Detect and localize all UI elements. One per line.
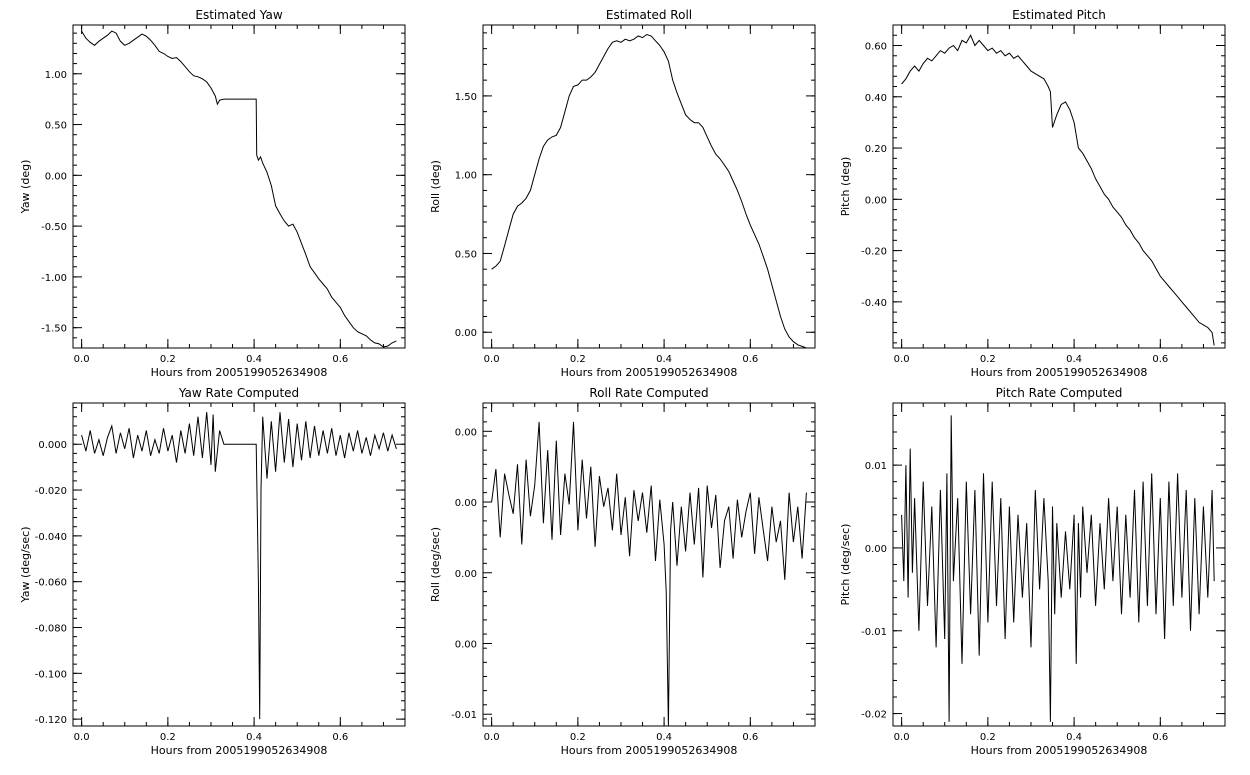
series-line	[491, 421, 807, 727]
chart-panel-5: Roll Rate Computed Hours from 20051990526…	[429, 386, 816, 757]
y-tick-label: 0.00	[455, 427, 477, 438]
y-tick-label: -0.040	[35, 532, 67, 543]
y-tick-label: 0.00	[455, 328, 477, 339]
y-tick-label: 1.00	[455, 171, 477, 182]
y-tick-label: -0.080	[35, 623, 67, 634]
y-axis-label: Pitch (deg/sec)	[839, 524, 852, 606]
y-tick-label: 0.60	[865, 42, 887, 53]
y-axis-label: Pitch (deg)	[839, 157, 852, 217]
y-tick-label: 0.00	[45, 171, 67, 182]
x-tick-label: 0.0	[894, 732, 910, 743]
y-tick-label: -0.01	[451, 710, 477, 721]
chart-title: Estimated Pitch	[1012, 8, 1106, 22]
x-tick-label: 0.2	[160, 732, 176, 743]
x-tick-label: 0.6	[332, 732, 348, 743]
x-axis-label: Hours from 2005199052634908	[561, 744, 738, 757]
x-tick-label: 0.6	[742, 732, 758, 743]
x-tick-label: 0.0	[484, 732, 500, 743]
y-axis-label: Roll (deg/sec)	[429, 527, 442, 602]
chart-title: Estimated Roll	[606, 8, 692, 22]
y-tick-label: -0.120	[35, 715, 67, 726]
plot-frame	[72, 24, 406, 349]
series-line	[81, 30, 397, 348]
x-tick-label: 0.0	[74, 732, 90, 743]
y-tick-label: 0.01	[865, 461, 887, 472]
y-tick-label: -0.50	[41, 222, 67, 233]
x-tick-label: 0.4	[1066, 354, 1082, 365]
x-tick-label: 0.4	[246, 732, 262, 743]
chart-panel-1: Estimated Yaw Hours from 2005199052634908…	[19, 8, 406, 379]
plot-frame	[72, 402, 406, 727]
chart-panel-4: Yaw Rate Computed Hours from 200519905263…	[19, 386, 406, 757]
x-tick-label: 0.2	[160, 354, 176, 365]
x-tick-label: 0.4	[656, 354, 672, 365]
chart-title: Roll Rate Computed	[589, 386, 708, 400]
y-axis-label: Yaw (deg)	[19, 160, 32, 215]
series-line	[491, 33, 807, 349]
chart-panel-3: Estimated Pitch Hours from 20051990526349…	[839, 8, 1226, 379]
y-tick-label: -0.060	[35, 578, 67, 589]
y-tick-label: 0.50	[455, 249, 477, 260]
y-tick-label: 0.50	[45, 121, 67, 132]
chart-panel-6: Pitch Rate Computed Hours from 2005199052…	[839, 386, 1226, 757]
plot-frame	[892, 24, 1226, 349]
y-tick-label: -1.00	[41, 273, 67, 284]
chart-panel-2: Estimated Roll Hours from 200519905263490…	[429, 8, 816, 379]
y-tick-label: -0.01	[861, 627, 887, 638]
y-axis-label: Roll (deg)	[429, 160, 442, 213]
plot-frame	[482, 24, 816, 349]
chart-title: Pitch Rate Computed	[996, 386, 1123, 400]
chart-title: Yaw Rate Computed	[178, 386, 299, 400]
x-tick-label: 0.2	[570, 732, 586, 743]
x-axis-label: Hours from 2005199052634908	[151, 366, 328, 379]
series-line	[901, 415, 1215, 722]
y-tick-label: -1.50	[41, 324, 67, 335]
x-tick-label: 0.6	[1152, 732, 1168, 743]
y-tick-label: 0.00	[865, 544, 887, 555]
y-tick-label: 1.00	[45, 70, 67, 81]
y-tick-label: 0.00	[455, 498, 477, 509]
x-tick-label: 0.2	[980, 354, 996, 365]
x-axis-label: Hours from 2005199052634908	[151, 744, 328, 757]
y-tick-label: -0.020	[35, 486, 67, 497]
y-axis-label: Yaw (deg/sec)	[19, 526, 32, 603]
x-tick-label: 0.2	[980, 732, 996, 743]
x-tick-label: 0.6	[332, 354, 348, 365]
series-line	[81, 412, 397, 720]
y-tick-label: 0.00	[455, 639, 477, 650]
y-tick-label: 0.20	[865, 144, 887, 155]
y-tick-label: -0.02	[861, 710, 887, 721]
y-tick-label: 0.000	[38, 440, 67, 451]
x-tick-label: 0.2	[570, 354, 586, 365]
y-tick-label: 1.50	[455, 92, 477, 103]
x-tick-label: 0.6	[1152, 354, 1168, 365]
y-tick-label: -0.40	[861, 298, 887, 309]
chart-title: Estimated Yaw	[195, 8, 282, 22]
x-tick-label: 0.4	[656, 732, 672, 743]
y-tick-label: 0.00	[455, 569, 477, 580]
x-tick-label: 0.4	[1066, 732, 1082, 743]
plot-frame	[482, 402, 816, 727]
series-line	[901, 34, 1215, 346]
y-tick-label: 0.00	[865, 195, 887, 206]
x-tick-label: 0.6	[742, 354, 758, 365]
x-tick-label: 0.0	[894, 354, 910, 365]
x-tick-label: 0.0	[74, 354, 90, 365]
y-tick-label: -0.20	[861, 247, 887, 258]
x-tick-label: 0.4	[246, 354, 262, 365]
x-axis-label: Hours from 2005199052634908	[561, 366, 738, 379]
y-tick-label: 0.40	[865, 93, 887, 104]
y-tick-label: -0.100	[35, 669, 67, 680]
x-tick-label: 0.0	[484, 354, 500, 365]
x-axis-label: Hours from 2005199052634908	[971, 744, 1148, 757]
x-axis-label: Hours from 2005199052634908	[971, 366, 1148, 379]
